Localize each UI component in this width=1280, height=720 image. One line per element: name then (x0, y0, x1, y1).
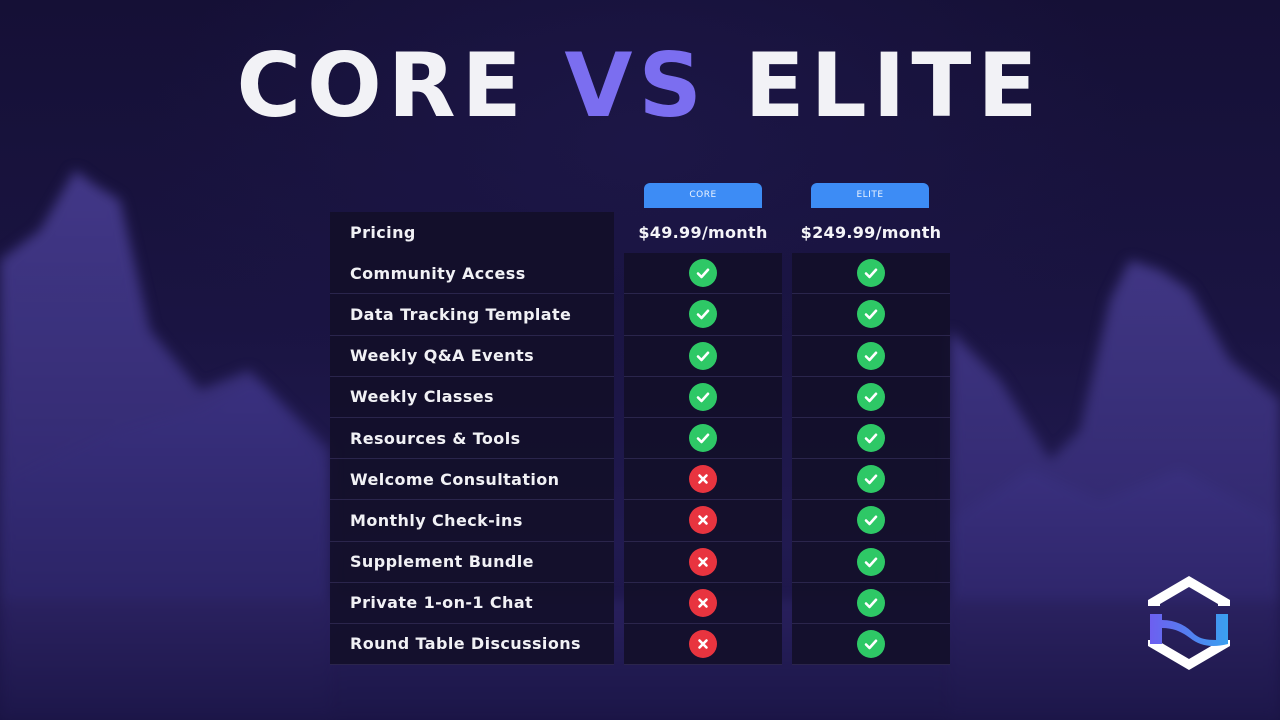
check-icon (689, 300, 717, 329)
check-icon (857, 300, 885, 329)
cross-icon (689, 588, 717, 617)
title-elite: ELITE (744, 34, 1044, 137)
elite-feature-cell (792, 623, 950, 666)
feature-label: Monthly Check-ins (330, 500, 614, 542)
elite-feature-cell (792, 253, 950, 295)
feature-row: Welcome Consultation (330, 459, 950, 501)
core-price: $49.99/month (638, 222, 768, 242)
feature-label: Private 1-on-1 Chat (330, 582, 614, 624)
feature-label: Weekly Classes (330, 376, 614, 418)
brand-logo-icon (1148, 576, 1230, 670)
page-title: CORE VS ELITE (0, 38, 1280, 134)
check-icon (857, 629, 885, 658)
feature-row: Weekly Q&A Events (330, 335, 950, 377)
core-feature-cell (624, 582, 782, 624)
check-icon (689, 424, 717, 453)
core-feature-cell (624, 500, 782, 542)
elite-feature-cell (792, 417, 950, 460)
cross-icon (689, 629, 717, 658)
core-feature-cell (624, 623, 782, 666)
feature-row: Round Table Discussions (330, 623, 950, 666)
feature-row: Monthly Check-ins (330, 500, 950, 542)
feature-row: Private 1-on-1 Chat (330, 582, 950, 624)
feature-row: Data Tracking Template (330, 294, 950, 336)
check-icon (689, 382, 717, 411)
check-icon (857, 547, 885, 576)
core-feature-cell (624, 417, 782, 460)
cross-icon (689, 465, 717, 494)
tab-elite-plan: ELITE (811, 183, 929, 208)
feature-row: Resources & Tools (330, 417, 950, 460)
feature-rows: Community Access Data Tracking Template We… (330, 253, 950, 666)
feature-label: Supplement Bundle (330, 541, 614, 583)
elite-feature-cell (792, 459, 950, 501)
feature-label: Round Table Discussions (330, 623, 614, 666)
check-icon (857, 506, 885, 535)
check-icon (857, 341, 885, 370)
comparison-table: CORE ELITE Pricing $49.99/month $249.99/… (330, 183, 950, 666)
cross-icon (689, 506, 717, 535)
check-icon (857, 465, 885, 494)
core-feature-cell (624, 253, 782, 295)
core-feature-cell (624, 294, 782, 336)
core-feature-cell (624, 459, 782, 501)
feature-label: Community Access (330, 253, 614, 295)
core-feature-cell (624, 541, 782, 583)
feature-label: Resources & Tools (330, 417, 614, 460)
elite-feature-cell (792, 500, 950, 542)
check-icon (857, 382, 885, 411)
check-icon (689, 341, 717, 370)
elite-price: $249.99/month (800, 222, 942, 242)
core-price-cell: $49.99/month (624, 212, 782, 253)
title-vs: VS (564, 34, 708, 137)
elite-feature-cell (792, 541, 950, 583)
elite-price-cell: $249.99/month (792, 212, 950, 253)
cross-icon (689, 547, 717, 576)
feature-label: Data Tracking Template (330, 294, 614, 336)
core-feature-cell (624, 376, 782, 418)
elite-feature-cell (792, 582, 950, 624)
feature-label: Weekly Q&A Events (330, 335, 614, 377)
pricing-row: Pricing $49.99/month $249.99/month (330, 212, 950, 254)
feature-row: Weekly Classes (330, 376, 950, 418)
check-icon (857, 588, 885, 617)
elite-feature-cell (792, 294, 950, 336)
check-icon (857, 259, 885, 288)
feature-row: Community Access (330, 253, 950, 295)
feature-label: Welcome Consultation (330, 459, 614, 501)
tab-core-plan: CORE (644, 183, 762, 208)
title-core: CORE (236, 34, 528, 137)
elite-feature-cell (792, 335, 950, 377)
check-icon (857, 424, 885, 453)
check-icon (689, 259, 717, 288)
pricing-label: Pricing (330, 212, 614, 254)
feature-row: Supplement Bundle (330, 541, 950, 583)
elite-feature-cell (792, 376, 950, 418)
core-feature-cell (624, 335, 782, 377)
